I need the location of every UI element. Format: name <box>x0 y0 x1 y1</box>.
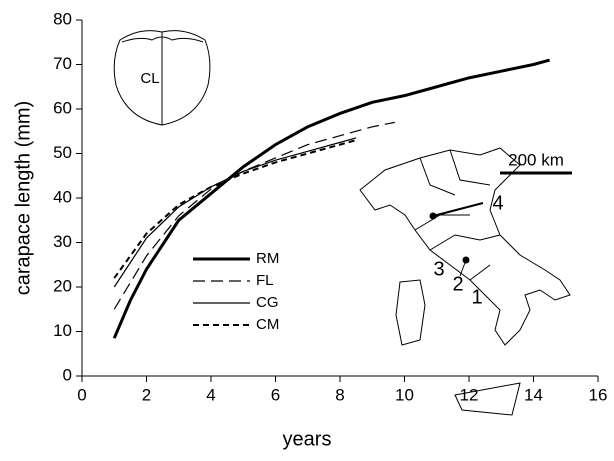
y-tick-label: 0 <box>63 365 72 384</box>
y-tick-label: 30 <box>53 232 72 251</box>
line <box>114 122 395 309</box>
scale-label: 200 km <box>508 150 564 169</box>
site-label: 4 <box>492 192 503 214</box>
y-tick-label: 50 <box>53 143 72 162</box>
x-tick-label: 8 <box>335 385 344 404</box>
map <box>360 148 572 415</box>
y-tick-label: 20 <box>53 276 72 295</box>
x-tick-label: 0 <box>77 385 86 404</box>
x-tick-label: 2 <box>142 385 151 404</box>
carapace-label: CL <box>140 70 159 87</box>
site-dot <box>463 257 470 264</box>
legend-label: CM <box>256 316 279 333</box>
legend-label: CG <box>256 294 279 311</box>
y-tick-label: 70 <box>53 54 72 73</box>
x-tick-label: 16 <box>589 385 608 404</box>
site-dot <box>430 213 437 220</box>
y-axis-label: carapace length (mm) <box>12 101 34 296</box>
y-tick-label: 40 <box>53 187 72 206</box>
line <box>114 140 356 278</box>
legend-label: RM <box>256 250 279 267</box>
y-tick-label: 60 <box>53 98 72 117</box>
line <box>114 60 549 338</box>
x-tick-label: 4 <box>206 385 215 404</box>
legend-label: FL <box>256 272 274 289</box>
site-label: 2 <box>452 273 463 295</box>
site-label: 3 <box>433 258 444 280</box>
x-tick-label: 14 <box>524 385 543 404</box>
carapace-drawing <box>114 31 210 125</box>
x-tick-label: 12 <box>460 385 479 404</box>
x-tick-label: 10 <box>395 385 414 404</box>
chart: CL 200 km 1 2 3 4 years carapace length … <box>0 0 614 456</box>
y-tick-label: 10 <box>53 321 72 340</box>
x-axis-label: years <box>283 428 332 450</box>
y-tick-label: 80 <box>53 9 72 28</box>
site-label: 1 <box>471 286 482 308</box>
x-tick-label: 6 <box>271 385 280 404</box>
